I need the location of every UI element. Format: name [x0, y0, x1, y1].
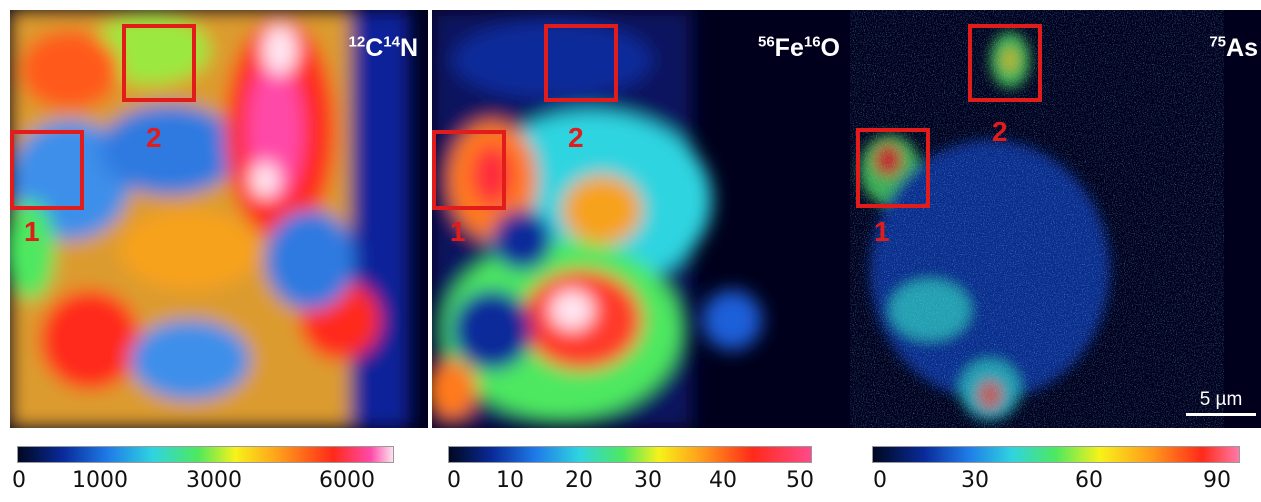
roi-box-2 [544, 24, 618, 102]
scale-bar-line [1186, 413, 1256, 416]
scale-bar: 5 µm [1186, 389, 1256, 416]
tick-label: 10 [496, 468, 524, 493]
roi-number-2: 2 [146, 122, 162, 153]
colorbar-feo-ticks: 0 10 20 30 40 50 [447, 468, 814, 498]
tick-label: 50 [786, 468, 814, 493]
tick-label: 0 [12, 468, 26, 493]
roi-box-1 [432, 130, 506, 210]
tick-label: 1000 [72, 468, 128, 493]
roi-number-1: 1 [874, 216, 890, 247]
tick-label: 3000 [186, 468, 242, 493]
ion-label-feo: 56Fe16O [757, 33, 840, 62]
colorbar-cn [17, 446, 394, 463]
tick-label: 6000 [319, 468, 375, 493]
roi-number-1: 1 [24, 216, 40, 247]
as-heatmap [850, 10, 1261, 428]
ion-label-as: 75As [1209, 33, 1258, 62]
cn-heatmap [10, 10, 428, 428]
ion-map-cn: 12C14N 1 2 [10, 10, 428, 428]
roi-number-2: 2 [568, 122, 584, 153]
tick-label: 30 [634, 468, 662, 493]
ion-label-cn: 12C14N [348, 33, 419, 62]
feo-heatmap [432, 10, 850, 428]
roi-box-2 [968, 24, 1042, 102]
tick-label: 60 [1075, 468, 1103, 493]
tick-label: 20 [565, 468, 593, 493]
roi-box-1 [10, 130, 84, 210]
tick-label: 0 [447, 468, 461, 493]
tick-label: 30 [961, 468, 989, 493]
ion-map-feo: 56Fe16O 1 2 [432, 10, 850, 428]
tick-label: 0 [873, 468, 887, 493]
colorbar-as [872, 446, 1240, 463]
roi-box-2 [122, 24, 196, 102]
ion-map-as: 75As 1 2 5 µm [850, 10, 1261, 428]
colorbar-feo [448, 446, 812, 463]
roi-number-2: 2 [992, 116, 1008, 147]
colorbar-as-ticks: 0 30 60 90 [872, 468, 1238, 498]
scale-bar-label: 5 µm [1199, 389, 1243, 410]
roi-number-1: 1 [450, 216, 466, 247]
colorbar-cn-ticks: 0 1000 3000 6000 [12, 468, 392, 498]
tick-label: 90 [1203, 468, 1231, 493]
roi-box-1 [856, 128, 930, 208]
tick-label: 40 [709, 468, 737, 493]
